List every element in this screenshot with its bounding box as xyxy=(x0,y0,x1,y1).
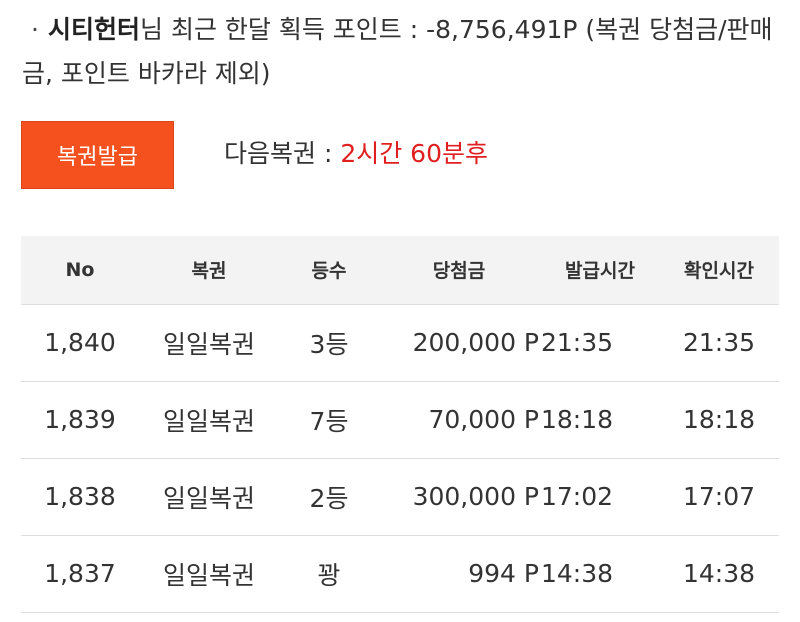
cell-no: 1,837 xyxy=(21,535,139,613)
next-ticket-label: 다음복권 : xyxy=(224,139,341,168)
cell-rank: 2등 xyxy=(279,458,379,536)
cell-confirmed-time: 18:18 xyxy=(659,381,779,459)
header-ticket: 복권 xyxy=(139,236,279,305)
issue-ticket-button[interactable]: 복권발급 xyxy=(21,121,174,189)
cell-confirmed-time: 14:38 xyxy=(659,535,779,613)
cell-ticket: 일일복권 xyxy=(139,535,279,613)
cell-issued-time: 17:02 xyxy=(541,458,659,536)
table-row: 1,839 일일복권 7등 70,000 P 18:18 18:18 xyxy=(21,381,779,459)
cell-prize: 300,000 P xyxy=(379,458,541,536)
bullet: · xyxy=(31,15,39,44)
cell-prize: 70,000 P xyxy=(379,381,541,459)
cell-issued-time: 21:35 xyxy=(541,304,659,382)
table-row: 1,837 일일복권 꽝 994 P 14:38 14:38 xyxy=(21,535,779,613)
header-rank: 등수 xyxy=(279,236,379,305)
cell-no: 1,839 xyxy=(21,381,139,459)
next-ticket-timer: 다음복권 : 2시간 60분후 xyxy=(224,134,488,174)
cell-prize: 200,000 P xyxy=(379,304,541,382)
points-summary-text: 님 최근 한달 획득 포인트 : -8,756,491P (복권 당첨금/판매금… xyxy=(22,15,773,88)
username: 시티헌터 xyxy=(48,15,141,44)
table-row: 1,840 일일복권 3등 200,000 P 21:35 21:35 xyxy=(21,304,779,382)
cell-no: 1,838 xyxy=(21,458,139,536)
next-ticket-countdown: 2시간 60분후 xyxy=(340,139,488,168)
points-summary: · 시티헌터님 최근 한달 획득 포인트 : -8,756,491P (복권 당첨… xyxy=(22,8,782,96)
ticket-history-table: No 복권 등수 당첨금 발급시간 확인시간 1,840 일일복권 3등 200… xyxy=(21,236,779,613)
table-row: 1,838 일일복권 2등 300,000 P 17:02 17:07 xyxy=(21,458,779,536)
header-prize: 당첨금 xyxy=(379,236,541,305)
cell-issued-time: 18:18 xyxy=(541,381,659,459)
cell-issued-time: 14:38 xyxy=(541,535,659,613)
header-issued-time: 발급시간 xyxy=(541,236,659,305)
header-confirmed-time: 확인시간 xyxy=(659,236,779,305)
cell-ticket: 일일복권 xyxy=(139,381,279,459)
cell-rank: 3등 xyxy=(279,304,379,382)
cell-rank: 7등 xyxy=(279,381,379,459)
cell-confirmed-time: 21:35 xyxy=(659,304,779,382)
cell-confirmed-time: 17:07 xyxy=(659,458,779,536)
cell-ticket: 일일복권 xyxy=(139,458,279,536)
cell-prize: 994 P xyxy=(379,535,541,613)
cell-rank: 꽝 xyxy=(279,535,379,613)
header-no: No xyxy=(21,236,139,305)
cell-ticket: 일일복권 xyxy=(139,304,279,382)
cell-no: 1,840 xyxy=(21,304,139,382)
table-header-row: No 복권 등수 당첨금 발급시간 확인시간 xyxy=(21,236,779,305)
